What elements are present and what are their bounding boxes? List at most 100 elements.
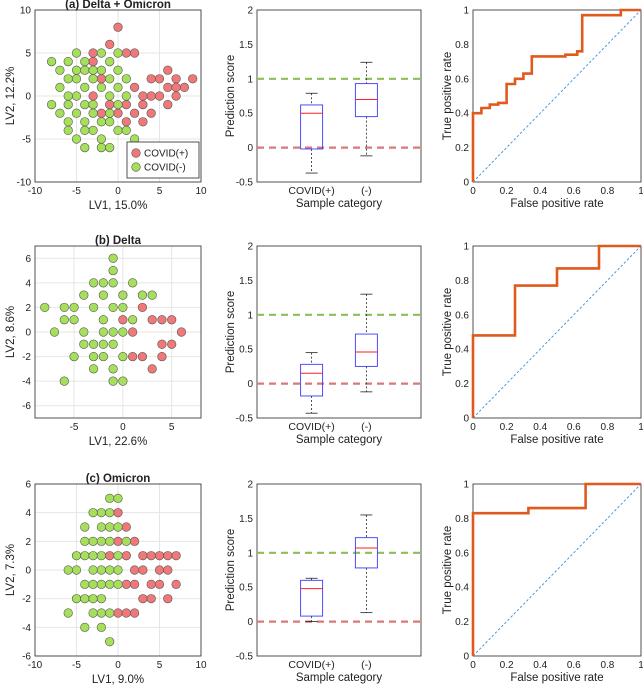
point-covid-negative [59, 315, 69, 325]
point-covid-negative [80, 536, 90, 546]
point-covid-positive [130, 48, 140, 58]
y-tick-label: 0 [247, 143, 253, 154]
point-covid-negative [121, 125, 131, 135]
x-tick-label: 0.6 [567, 660, 581, 671]
point-covid-positive [105, 99, 115, 110]
category-label: (-) [361, 659, 372, 671]
y-axis-label: LV2, 7.3% [5, 544, 17, 596]
x-tick-label: 5 [157, 186, 163, 197]
x-tick-label: 10 [195, 660, 207, 671]
category-label: COVID(+) [288, 659, 334, 671]
point-covid-negative [71, 134, 82, 144]
chance-diagonal [472, 483, 642, 657]
y-tick-label: 0.6 [455, 310, 469, 321]
x-tick-label: 0 [470, 422, 476, 433]
point-covid-negative [63, 117, 73, 127]
point-covid-negative [118, 376, 128, 386]
point-covid-positive [138, 565, 148, 575]
legend-marker [131, 148, 141, 158]
y-tick-label: 2 [25, 303, 31, 314]
point-covid-positive [121, 48, 131, 58]
box-iqr [354, 83, 378, 118]
point-covid-positive [138, 594, 148, 604]
y-tick-label: -0.5 [236, 178, 254, 189]
point-covid-negative [96, 82, 106, 92]
point-covid-positive [171, 551, 181, 561]
point-covid-negative [113, 48, 123, 58]
x-tick-label: 0.8 [600, 660, 614, 671]
point-covid-positive [171, 74, 181, 84]
point-covid-positive [105, 551, 115, 561]
y-tick-label: 6 [25, 254, 31, 265]
point-covid-positive [138, 117, 148, 127]
point-covid-positive [130, 108, 140, 118]
point-covid-negative [69, 351, 79, 362]
point-covid-negative [88, 364, 99, 374]
boxplot-panel-b: -0.5 0 0.5 1 1.5 2 COVID(+) (-)Sample category P… [225, 242, 422, 446]
x-tick-label: 0.8 [600, 422, 614, 433]
x-tick-label: 0.2 [500, 422, 514, 433]
point-covid-negative [79, 327, 89, 337]
point-covid-negative [105, 493, 115, 503]
point-covid-negative [113, 522, 123, 532]
point-covid-negative [98, 327, 108, 337]
x-tick-label: 0.2 [500, 660, 514, 671]
point-covid-negative [59, 376, 69, 386]
point-covid-negative [55, 82, 65, 92]
y-tick-label: 0.2 [455, 379, 469, 390]
y-tick-label: 10 [20, 6, 32, 17]
point-covid-negative [59, 302, 69, 313]
point-covid-negative [108, 376, 118, 386]
x-tick-label: -5 [70, 422, 79, 433]
point-covid-negative [88, 536, 98, 546]
x-axis-label: LV1, 9.0% [92, 674, 144, 685]
x-tick-label: -5 [72, 186, 81, 197]
x-axis-label: LV1, 22.6% [89, 436, 148, 448]
point-covid-negative [63, 56, 73, 67]
point-covid-positive [146, 74, 156, 84]
point-covid-negative [80, 522, 90, 532]
point-covid-negative [105, 579, 115, 589]
x-tick-label: 5 [157, 660, 163, 671]
point-covid-negative [121, 536, 131, 546]
point-covid-negative [69, 315, 79, 325]
point-covid-negative [98, 339, 108, 349]
x-axis-label: Sample category [296, 672, 383, 684]
point-covid-positive [154, 579, 165, 589]
point-covid-positive [157, 351, 167, 362]
y-tick-label: 0 [25, 566, 31, 577]
point-covid-negative [63, 91, 73, 101]
point-covid-positive [138, 91, 148, 101]
point-covid-negative [88, 74, 98, 84]
point-covid-positive [128, 327, 138, 337]
point-covid-negative [88, 351, 99, 362]
point-covid-negative [137, 290, 148, 300]
x-tick-label: 0 [470, 186, 476, 197]
point-covid-negative [79, 290, 89, 300]
point-covid-negative [108, 339, 118, 349]
scatter-panel-b: -5 0 5 -6 -4 -2 0 2 4 6 (b) Delta LV1, 22.6% LV2, 8.… [5, 235, 202, 448]
point-covid-negative [71, 74, 82, 84]
point-covid-negative [108, 278, 118, 288]
point-covid-positive [154, 551, 165, 561]
y-tick-label: 1 [463, 6, 469, 17]
point-covid-negative [55, 108, 65, 118]
x-axis-label: Sample category [296, 434, 383, 446]
point-covid-positive [113, 508, 123, 518]
point-covid-negative [96, 551, 106, 561]
point-covid-negative [98, 351, 108, 362]
point-covid-negative [128, 278, 138, 288]
point-covid-negative [88, 579, 98, 589]
point-covid-negative [105, 522, 115, 532]
point-covid-negative [113, 579, 123, 589]
point-covid-negative [49, 327, 60, 337]
axes-frame [256, 483, 422, 657]
point-covid-negative [105, 91, 115, 101]
point-covid-negative [105, 536, 115, 546]
point-covid-positive [113, 536, 123, 546]
y-axis-label: True positive rate [442, 526, 454, 614]
point-covid-negative [63, 565, 73, 575]
y-tick-label: 0 [247, 379, 253, 390]
y-tick-label: 2 [247, 242, 253, 253]
point-covid-negative [105, 565, 115, 575]
